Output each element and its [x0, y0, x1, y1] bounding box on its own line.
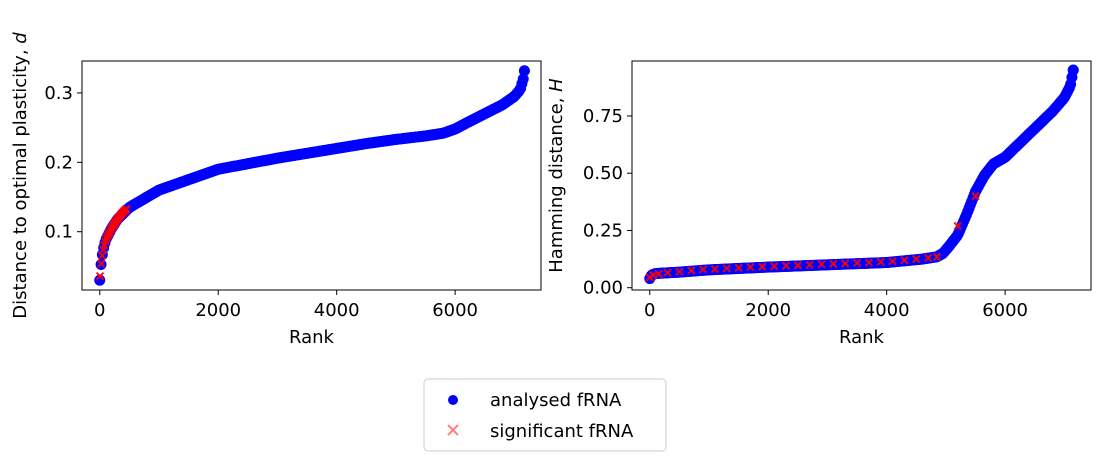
significant-point	[876, 257, 885, 267]
significant-point	[675, 267, 684, 276]
significant-point	[95, 271, 105, 281]
y-axis-label: Distance to optimal plasticity, d	[10, 32, 31, 319]
significant-point	[829, 259, 838, 269]
y-tick-label: 0.2	[44, 152, 73, 173]
significant-point	[923, 253, 933, 263]
significant-point	[864, 258, 874, 267]
significant-point	[932, 252, 942, 262]
x-tick-label: 6000	[432, 300, 478, 321]
x-axis-label: Rank	[289, 327, 335, 348]
x-tick-label: 2000	[745, 300, 791, 321]
y-tick-label: 0.00	[583, 278, 623, 299]
analysed-point	[518, 65, 530, 77]
legend-label-significant: significant fRNA	[490, 421, 634, 442]
significant-point	[841, 259, 850, 268]
analysed-point	[517, 73, 529, 85]
significant-point	[769, 261, 779, 271]
y-tick-label: 0.25	[583, 220, 623, 241]
data-marks	[94, 65, 530, 286]
significant-point	[710, 264, 720, 274]
significant-point	[793, 261, 803, 270]
legend: analysed fRNA significant fRNA	[423, 378, 667, 452]
significant-point	[734, 263, 743, 272]
significant-point	[912, 254, 921, 264]
data-marks	[644, 64, 1079, 285]
significant-point	[781, 261, 791, 270]
x-tick-label: 0	[94, 300, 105, 321]
plot-frame	[631, 60, 1092, 291]
significant-point	[687, 266, 696, 275]
significant-point	[122, 204, 131, 214]
x-tick-label: 6000	[982, 300, 1028, 321]
significant-point	[758, 262, 767, 271]
significant-point	[817, 260, 826, 269]
significant-point	[698, 265, 708, 274]
legend-marker-analysed	[448, 395, 458, 405]
y-tick-label: 0.50	[583, 163, 623, 184]
y-tick-label: 0.1	[44, 222, 73, 243]
significant-point	[900, 256, 909, 265]
legend-marker-significant	[447, 424, 459, 436]
y-axis-label: Hamming distance, H	[546, 78, 567, 273]
x-tick-label: 0	[644, 300, 655, 321]
significant-point	[97, 251, 107, 260]
significant-point	[953, 221, 962, 231]
analysed-point	[1067, 64, 1079, 76]
significant-point	[654, 269, 663, 279]
significant-point	[663, 268, 672, 277]
significant-point	[96, 259, 106, 268]
y-tick-label: 0.3	[44, 83, 73, 104]
plot-frame	[81, 60, 542, 291]
y-tick-label: 0.75	[583, 106, 623, 127]
significant-point	[971, 191, 980, 201]
legend-frame	[423, 378, 667, 452]
significant-point	[722, 264, 731, 273]
significant-point	[805, 260, 814, 270]
x-tick-label: 4000	[314, 300, 360, 321]
significant-point	[888, 256, 897, 266]
significant-point	[852, 258, 862, 268]
right-chart: 0 2000 4000 6000 0.00 0.25 0.50 0.75 Rank Hamming…	[546, 60, 1092, 348]
x-tick-label: 4000	[864, 300, 910, 321]
left-chart: 0 2000 4000 6000 0.1 0.2 0.3 Rank Distance to op…	[10, 32, 542, 348]
legend-label-analysed: analysed fRNA	[490, 390, 622, 411]
x-axis-label: Rank	[839, 327, 885, 348]
significant-point	[746, 262, 755, 272]
x-tick-label: 2000	[195, 300, 241, 321]
